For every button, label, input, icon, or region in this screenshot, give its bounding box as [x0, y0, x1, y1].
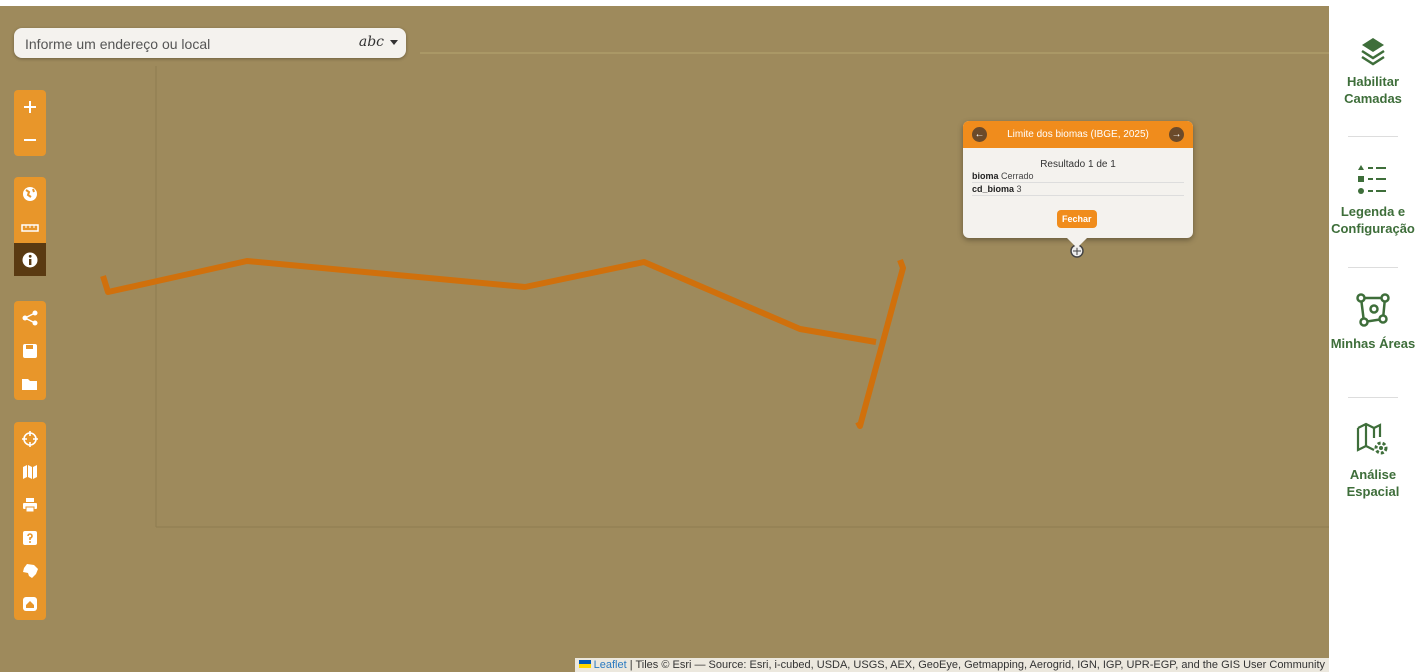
legend-icon [1358, 165, 1388, 195]
field-value: 3 [1017, 184, 1022, 194]
field-name: cd_bioma [972, 184, 1014, 194]
basemap[interactable] [14, 455, 46, 488]
analysis-icon [1356, 422, 1390, 456]
share[interactable] [14, 301, 46, 334]
page: Informe um endereço ou local abc Limite … [0, 0, 1417, 672]
tool-group [14, 301, 46, 400]
boundary-line[interactable] [103, 261, 876, 342]
locate[interactable] [14, 422, 46, 455]
close-button[interactable]: Fechar [1057, 210, 1097, 228]
brazil-extent[interactable] [14, 554, 46, 587]
home[interactable] [14, 587, 46, 620]
attribution-text: | Tiles © Esri — Source: Esri, i-cubed, … [630, 659, 1325, 671]
info[interactable] [14, 243, 46, 276]
field-name: bioma [972, 171, 999, 181]
measure[interactable] [14, 210, 46, 243]
prev-result[interactable]: ← [972, 127, 987, 142]
search-mode[interactable]: abc [359, 34, 384, 50]
areas-icon [1356, 293, 1390, 327]
leaflet-link[interactable]: Leaflet [594, 659, 627, 671]
popup-header: Limite dos biomas (IBGE, 2025) [963, 121, 1193, 148]
zoom-in[interactable] [14, 90, 46, 123]
field-row: bioma Cerrado [972, 170, 1184, 183]
sidebar-button[interactable]: Minhas Áreas [1329, 335, 1417, 352]
zoom-out[interactable] [14, 123, 46, 156]
sidebar-button[interactable]: Análise Espacial [1329, 466, 1417, 500]
save[interactable] [14, 334, 46, 367]
map-overlay [0, 6, 1329, 672]
zoom-control [14, 90, 46, 156]
sidebar-button[interactable]: Habilitar Camadas [1329, 73, 1417, 107]
caret [390, 40, 398, 45]
field-row: cd_bioma 3 [972, 183, 1184, 196]
next-result[interactable]: → [1169, 127, 1184, 142]
result-count: Resultado 1 de 1 [963, 159, 1193, 170]
map[interactable]: Informe um endereço ou local abc Limite … [0, 6, 1329, 672]
help[interactable] [14, 521, 46, 554]
sidebar-button[interactable]: Legenda e Configuração [1329, 203, 1417, 237]
search-placeholder: Informe um endereço ou local [25, 36, 210, 52]
flag [579, 660, 591, 668]
field-value: Cerrado [1001, 171, 1034, 181]
globe[interactable] [14, 177, 46, 210]
tool-group [14, 177, 46, 276]
open[interactable] [14, 367, 46, 400]
popup-title: Limite dos biomas (IBGE, 2025) [1007, 129, 1149, 140]
tool-group [14, 422, 46, 620]
attribution: Leaflet | Tiles © Esri — Source: Esri, i… [575, 658, 1329, 672]
print[interactable] [14, 488, 46, 521]
popup-tip [1067, 238, 1087, 248]
identify-popup: Limite dos biomas (IBGE, 2025) ← → Resul… [963, 121, 1193, 238]
search-box[interactable]: Informe um endereço ou local abc [14, 28, 406, 58]
sidebar: Habilitar Camadas Legenda e Configuração M… [1329, 0, 1417, 672]
layers-icon [1360, 36, 1386, 66]
